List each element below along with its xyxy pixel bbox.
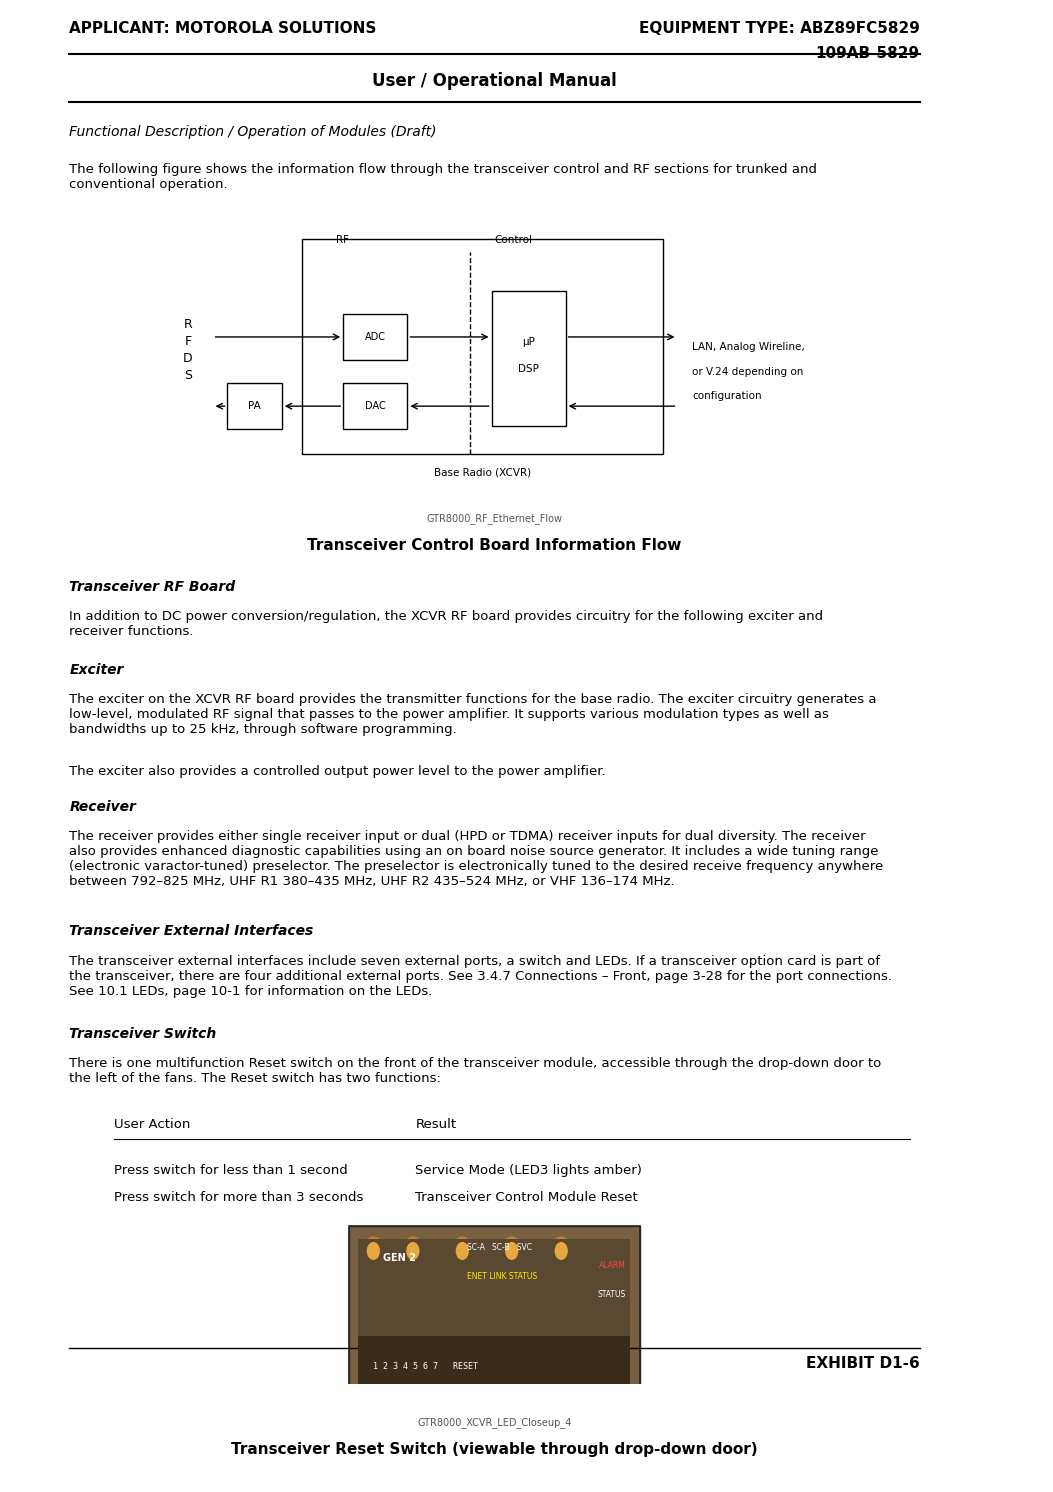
Text: Result: Result bbox=[415, 1118, 457, 1131]
Bar bbox=[343, 315, 408, 360]
Text: GEN 2: GEN 2 bbox=[383, 1253, 416, 1264]
Text: Transceiver Switch: Transceiver Switch bbox=[69, 1026, 217, 1041]
Circle shape bbox=[552, 1237, 571, 1265]
Text: DSP: DSP bbox=[518, 364, 539, 374]
Text: In addition to DC power conversion/regulation, the XCVR RF board provides circui: In addition to DC power conversion/regul… bbox=[69, 610, 823, 639]
Circle shape bbox=[367, 1243, 379, 1259]
Circle shape bbox=[453, 1237, 472, 1265]
Text: The transceiver external interfaces include seven external ports, a switch and L: The transceiver external interfaces incl… bbox=[69, 955, 892, 998]
Text: SC-A   SC-B   SVC: SC-A SC-B SVC bbox=[468, 1243, 532, 1252]
Bar bbox=[301, 239, 662, 454]
Text: EQUIPMENT TYPE: ABZ89FC5829: EQUIPMENT TYPE: ABZ89FC5829 bbox=[639, 21, 919, 36]
Text: configuration: configuration bbox=[692, 391, 762, 401]
Text: R
F
D
S: R F D S bbox=[183, 318, 193, 382]
Text: Transceiver RF Board: Transceiver RF Board bbox=[69, 580, 236, 594]
Text: User Action: User Action bbox=[114, 1118, 191, 1131]
Bar bbox=[349, 1226, 640, 1405]
Text: Press switch for less than 1 second: Press switch for less than 1 second bbox=[114, 1164, 347, 1177]
Circle shape bbox=[505, 1243, 518, 1259]
Text: Functional Description / Operation of Modules (Draft): Functional Description / Operation of Mo… bbox=[69, 124, 437, 139]
Text: Receiver: Receiver bbox=[69, 800, 136, 813]
Text: or V.24 depending on: or V.24 depending on bbox=[692, 367, 803, 376]
Circle shape bbox=[456, 1243, 469, 1259]
Text: The following figure shows the information flow through the transceiver control : The following figure shows the informati… bbox=[69, 163, 817, 191]
Text: RF: RF bbox=[336, 236, 350, 245]
Text: Base Radio (XCVR): Base Radio (XCVR) bbox=[434, 467, 531, 477]
Text: GTR8000_RF_Ethernet_Flow: GTR8000_RF_Ethernet_Flow bbox=[426, 513, 562, 524]
Text: PA: PA bbox=[249, 401, 261, 412]
Text: Control: Control bbox=[495, 236, 533, 245]
Text: STATUS: STATUS bbox=[597, 1291, 625, 1300]
Text: GTR8000_XCVR_LED_Closeup_4: GTR8000_XCVR_LED_Closeup_4 bbox=[417, 1417, 572, 1428]
Bar bbox=[343, 383, 408, 430]
Text: LAN, Analog Wireline,: LAN, Analog Wireline, bbox=[692, 342, 804, 352]
Text: ALARM: ALARM bbox=[599, 1261, 625, 1270]
Text: Press switch for more than 3 seconds: Press switch for more than 3 seconds bbox=[114, 1192, 363, 1204]
Text: ADC: ADC bbox=[364, 331, 385, 342]
Text: DAC: DAC bbox=[365, 401, 385, 412]
Bar bbox=[358, 1238, 631, 1337]
Circle shape bbox=[406, 1243, 419, 1259]
Text: ENET LINK STATUS: ENET LINK STATUS bbox=[468, 1271, 537, 1282]
Bar bbox=[358, 1335, 631, 1399]
Text: The receiver provides either single receiver input or dual (HPD or TDMA) receive: The receiver provides either single rece… bbox=[69, 830, 883, 888]
Text: EXHIBIT D1-6: EXHIBIT D1-6 bbox=[806, 1356, 919, 1371]
Text: The exciter on the XCVR RF board provides the transmitter functions for the base: The exciter on the XCVR RF board provide… bbox=[69, 694, 877, 736]
Circle shape bbox=[363, 1237, 383, 1265]
Text: The exciter also provides a controlled output power level to the power amplifier: The exciter also provides a controlled o… bbox=[69, 765, 605, 779]
Circle shape bbox=[502, 1237, 521, 1265]
Text: Transceiver Control Board Information Flow: Transceiver Control Board Information Fl… bbox=[307, 539, 681, 554]
Text: There is one multifunction Reset switch on the front of the transceiver module, : There is one multifunction Reset switch … bbox=[69, 1058, 881, 1085]
Text: 1 2 3 4 5 6 7   RESET: 1 2 3 4 5 6 7 RESET bbox=[374, 1362, 478, 1371]
Text: User / Operational Manual: User / Operational Manual bbox=[372, 72, 617, 90]
Circle shape bbox=[403, 1237, 422, 1265]
Circle shape bbox=[555, 1243, 568, 1259]
Bar bbox=[349, 1226, 640, 1405]
Text: APPLICANT: MOTOROLA SOLUTIONS: APPLICANT: MOTOROLA SOLUTIONS bbox=[69, 21, 377, 36]
Text: Exciter: Exciter bbox=[69, 662, 123, 677]
Bar bbox=[227, 383, 282, 430]
Text: μP: μP bbox=[522, 337, 535, 346]
Text: Transceiver Reset Switch (viewable through drop-down door): Transceiver Reset Switch (viewable throu… bbox=[232, 1441, 758, 1456]
Text: Transceiver Control Module Reset: Transceiver Control Module Reset bbox=[415, 1192, 638, 1204]
Text: Service Mode (LED3 lights amber): Service Mode (LED3 lights amber) bbox=[415, 1164, 642, 1177]
Text: 109AB-5829: 109AB-5829 bbox=[816, 46, 919, 61]
Bar bbox=[492, 291, 565, 427]
Text: Transceiver External Interfaces: Transceiver External Interfaces bbox=[69, 925, 314, 938]
